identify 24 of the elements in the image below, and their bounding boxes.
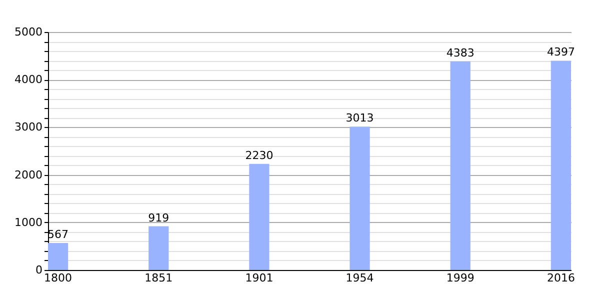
data-label: 2230: [245, 148, 274, 162]
data-label: 3013: [346, 112, 374, 125]
bar: [148, 226, 169, 270]
y-tick-label: 1000: [14, 216, 42, 229]
bar: [550, 60, 571, 270]
x-tick-label: 1851: [144, 272, 173, 284]
x-tick-label: 1999: [446, 272, 474, 284]
x-tick-label: 1800: [44, 272, 72, 284]
bar: [249, 164, 270, 270]
x-tick-label: 1901: [245, 272, 274, 284]
x-tick-label: 1954: [346, 272, 374, 284]
data-label: 4383: [446, 46, 474, 60]
bar: [48, 243, 68, 270]
data-label: 919: [148, 211, 170, 224]
y-tick-label: 5000: [14, 26, 42, 38]
bar: [450, 61, 470, 270]
y-tick-label: 4000: [14, 73, 42, 86]
data-label: 4397: [546, 46, 575, 59]
bar: [350, 126, 370, 270]
y-tick-label: 2000: [14, 168, 42, 182]
y-tick-label: 0: [36, 264, 42, 276]
y-tick-label: 3000: [14, 120, 42, 134]
data-label: 567: [48, 228, 69, 242]
x-tick-label: 2016: [546, 272, 575, 284]
